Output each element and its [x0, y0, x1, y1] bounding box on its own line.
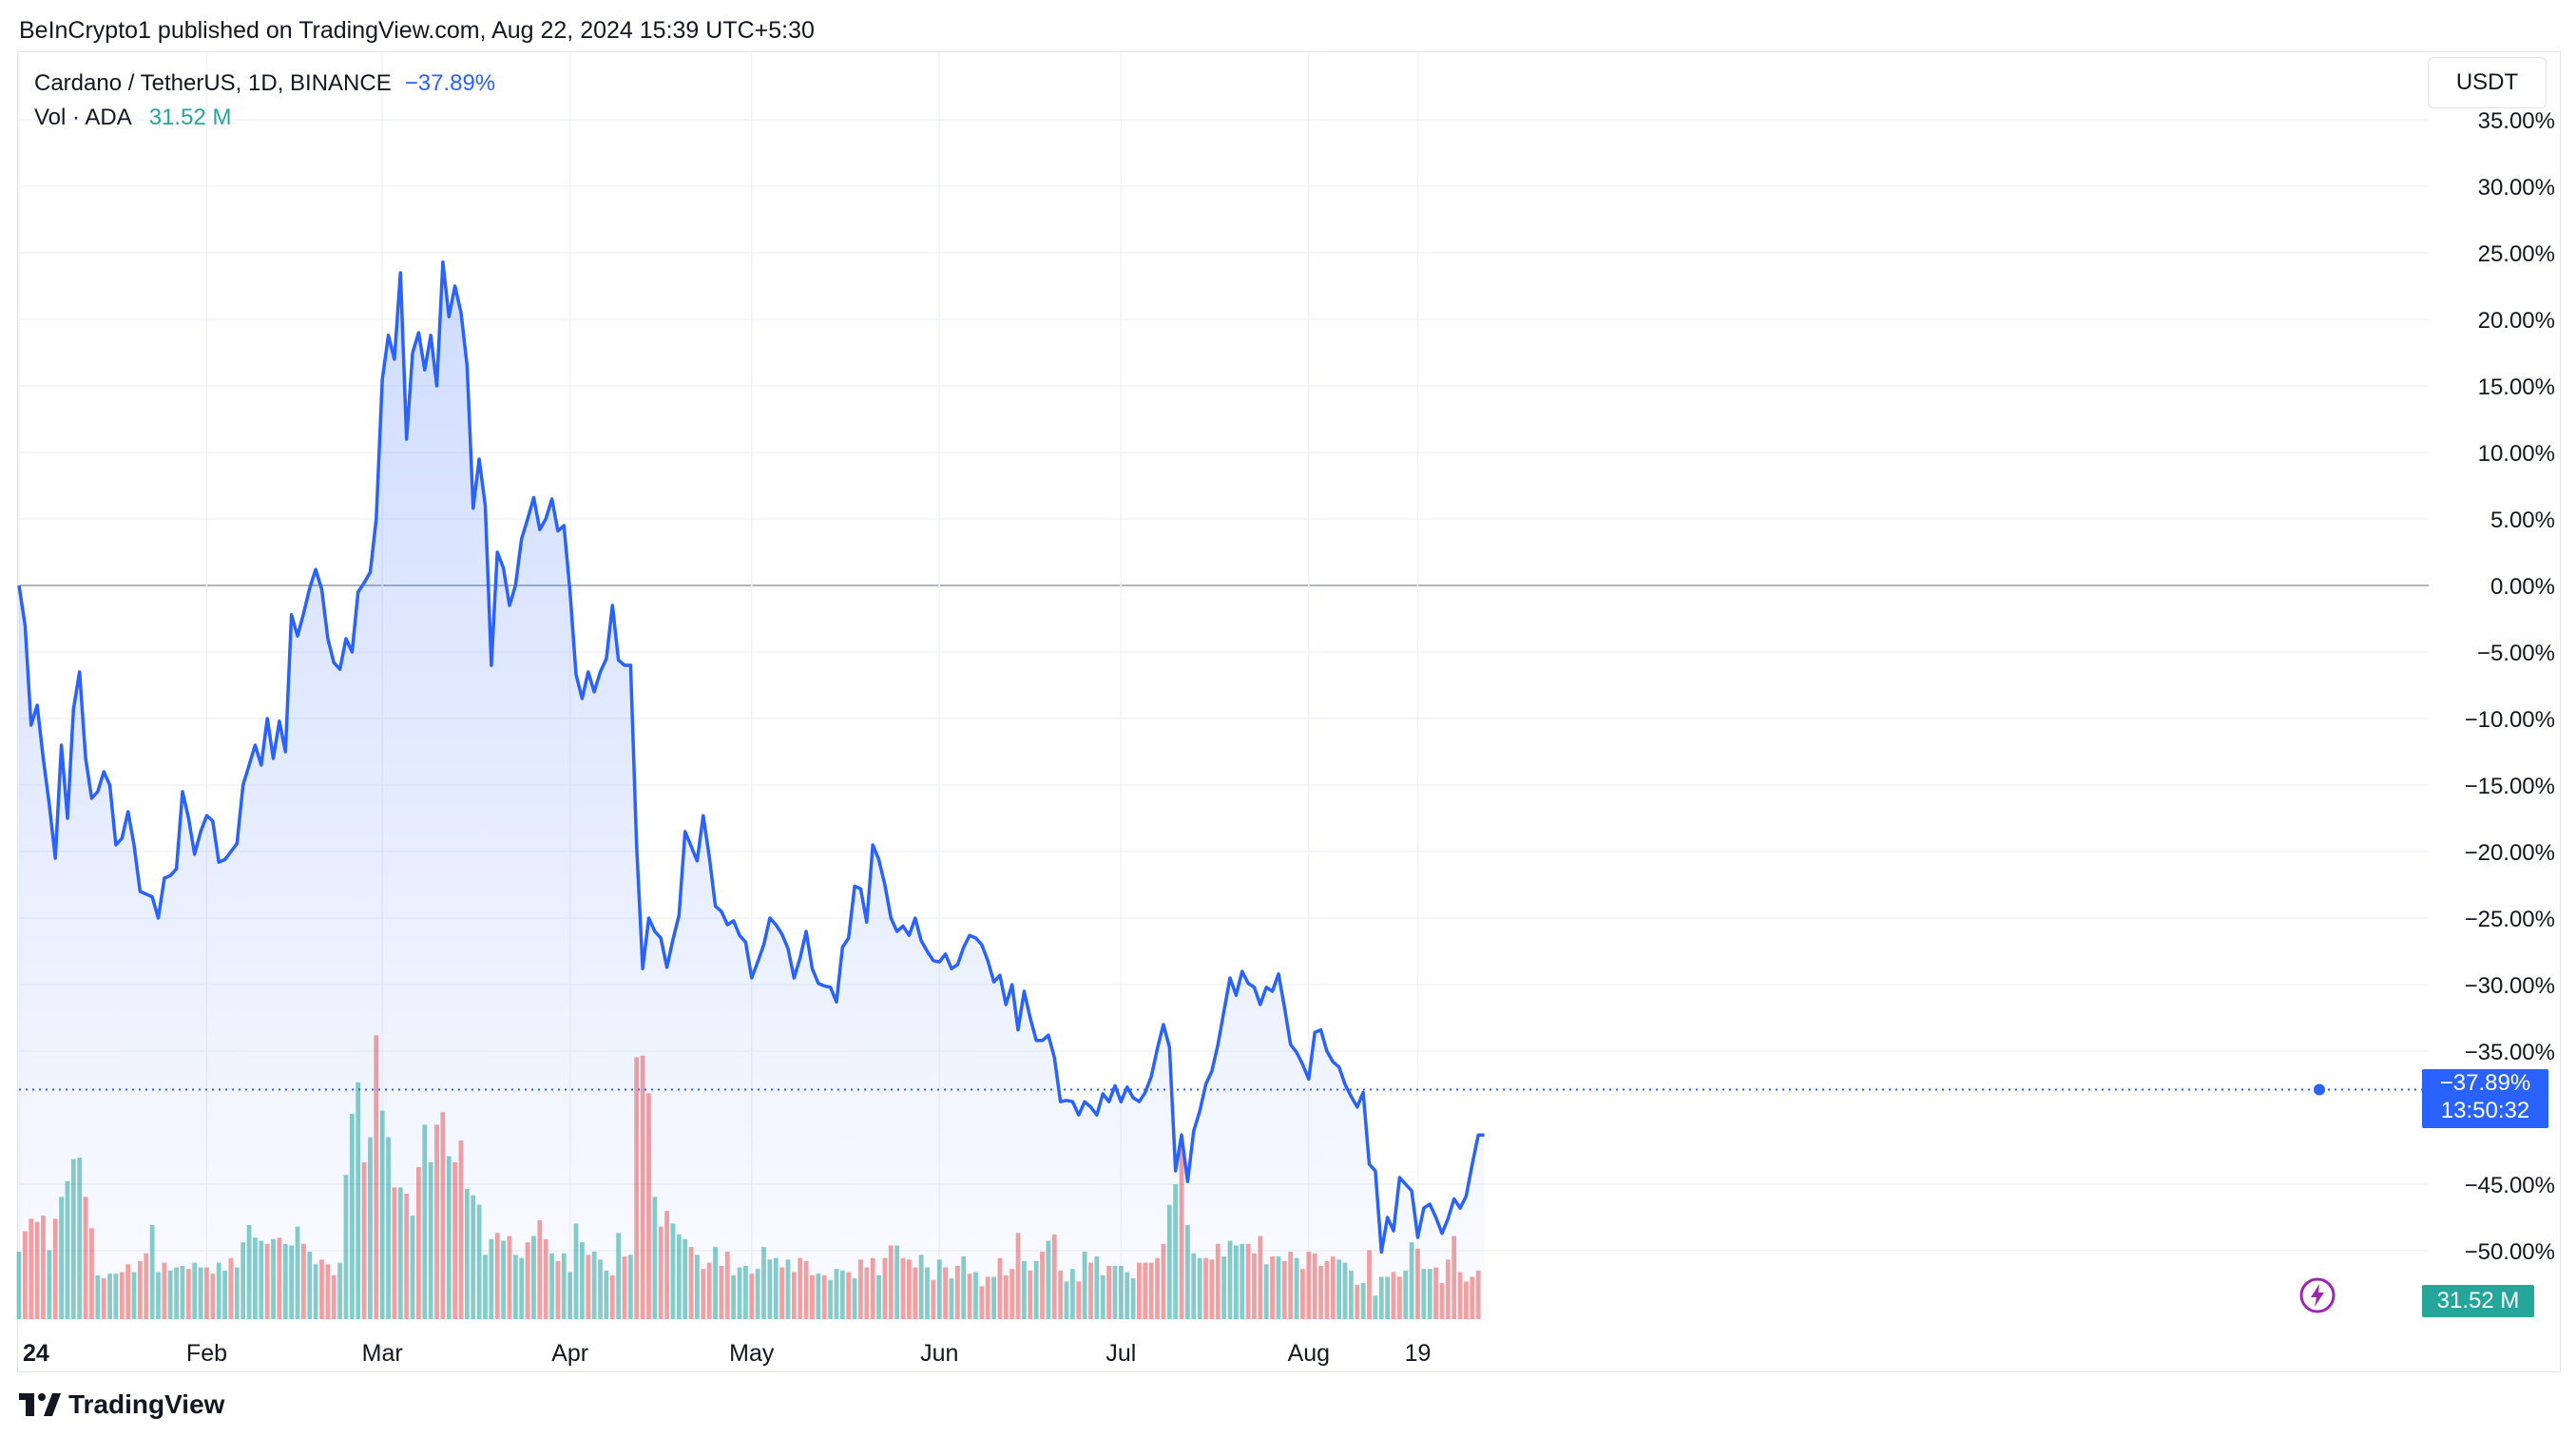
y-tick-label: −10.00%	[2465, 707, 2555, 733]
replay-lightning-icon[interactable]	[2298, 1276, 2336, 1314]
x-tick-label: 24	[23, 1340, 49, 1367]
y-tick-label: 0.00%	[2490, 574, 2555, 600]
x-tick-label: Feb	[186, 1340, 227, 1367]
x-tick-label: Jul	[1105, 1340, 1136, 1367]
y-tick-label: −25.00%	[2465, 907, 2555, 932]
x-tick-label: Aug	[1288, 1340, 1330, 1367]
currency-unit-button[interactable]: USDT	[2428, 57, 2547, 108]
tradingview-logo-icon	[19, 1393, 61, 1416]
x-tick-label: Jun	[920, 1340, 958, 1367]
symbol-title[interactable]: Cardano / TetherUS, 1D, BINANCE	[34, 70, 392, 96]
last-volume-tag: 31.52 M	[2422, 1285, 2534, 1317]
price-line	[17, 260, 1485, 1255]
y-tick-label: 25.00%	[2478, 241, 2555, 267]
y-tick-label: −20.00%	[2465, 840, 2555, 866]
symbol-legend: Cardano / TetherUS, 1D, BINANCE −37.89%	[34, 70, 499, 97]
y-tick-label: −30.00%	[2465, 973, 2555, 999]
price-area-fill	[19, 261, 1485, 1319]
x-tick-label: May	[729, 1340, 775, 1367]
y-tick-label: −5.00%	[2477, 641, 2555, 666]
volume-value: 31.52 M	[148, 105, 232, 130]
x-tick-label: 19	[1405, 1340, 1432, 1367]
y-tick-label: 30.00%	[2478, 175, 2555, 201]
last-price-tag: −37.89% 13:50:32	[2422, 1069, 2548, 1128]
change-percent: −37.89%	[404, 70, 496, 96]
tradingview-logo-text: TradingView	[68, 1389, 225, 1419]
y-tick-label: 20.00%	[2478, 308, 2555, 334]
last-price-percent: −37.89%	[2439, 1070, 2531, 1096]
bar-countdown: 13:50:32	[2440, 1098, 2530, 1123]
y-tick-label: 10.00%	[2478, 441, 2555, 467]
y-tick-label: 35.00%	[2478, 108, 2555, 134]
chart-frame	[17, 51, 2561, 1372]
last-value-dot	[2314, 1083, 2325, 1096]
y-tick-label: 15.00%	[2478, 374, 2555, 400]
y-tick-label: 5.00%	[2490, 508, 2555, 533]
y-tick-label: −45.00%	[2465, 1173, 2555, 1198]
publish-info: BeInCrypto1 published on TradingView.com…	[19, 17, 815, 44]
volume-label[interactable]: Vol · ADA	[34, 105, 132, 130]
x-tick-label: Apr	[551, 1340, 588, 1367]
x-tick-label: Mar	[362, 1340, 403, 1367]
y-tick-label: −15.00%	[2465, 774, 2555, 799]
y-tick-label: −35.00%	[2465, 1040, 2555, 1065]
y-tick-label: −50.00%	[2465, 1239, 2555, 1265]
tradingview-branding[interactable]: TradingView	[19, 1389, 224, 1420]
volume-legend: Vol · ADA 31.52 M	[34, 105, 235, 131]
